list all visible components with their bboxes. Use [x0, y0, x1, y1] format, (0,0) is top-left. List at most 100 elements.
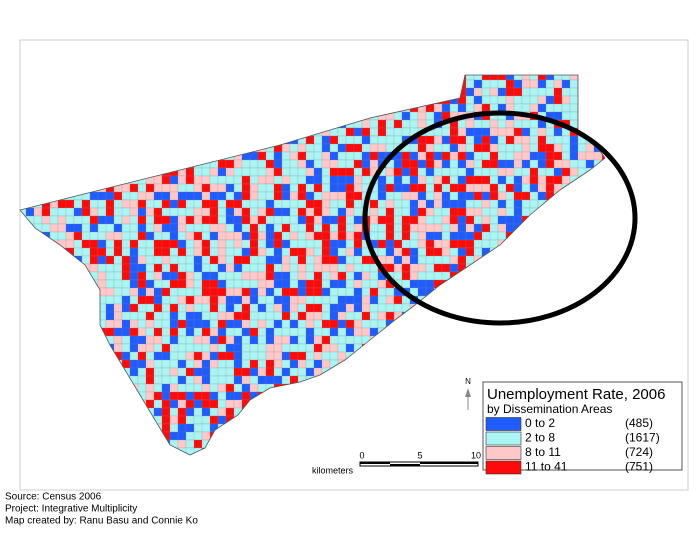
area-tile [249, 447, 259, 455]
area-tile [497, 343, 507, 353]
area-tile [473, 223, 483, 233]
area-tile [473, 167, 483, 177]
area-tile [433, 439, 443, 449]
area-tile [20, 175, 27, 185]
area-tile [281, 247, 291, 257]
area-tile [321, 247, 331, 257]
area-tile [145, 327, 155, 337]
area-tile [489, 367, 499, 377]
area-tile [473, 247, 483, 257]
area-tile [233, 127, 243, 137]
area-tile [289, 391, 307, 401]
area-tile [465, 127, 475, 137]
area-tile [193, 111, 211, 121]
area-tile [137, 343, 147, 353]
area-tile [585, 199, 603, 209]
area-tile [281, 199, 291, 209]
area-tile [265, 263, 275, 273]
area-tile [601, 239, 605, 249]
area-tile [385, 103, 403, 113]
area-tile [457, 271, 475, 281]
area-tile [193, 447, 203, 455]
area-tile [97, 215, 107, 225]
area-tile [353, 215, 363, 225]
area-tile [433, 295, 443, 305]
area-tile [529, 279, 539, 289]
area-tile [481, 311, 491, 321]
area-tile [537, 255, 547, 265]
area-tile [505, 215, 515, 225]
area-tile [49, 319, 59, 329]
area-tile [449, 143, 459, 153]
area-tile [481, 119, 491, 129]
area-tile [305, 95, 315, 105]
area-tile [201, 135, 211, 145]
area-tile [121, 319, 131, 329]
area-tile [401, 199, 411, 209]
area-tile [481, 335, 491, 345]
area-tile [105, 199, 115, 209]
area-tile [473, 327, 483, 337]
area-tile [105, 415, 115, 425]
north-label: N [465, 377, 471, 386]
area-tile [57, 167, 67, 177]
area-tile [49, 383, 67, 393]
area-tile [593, 175, 603, 185]
area-tile [409, 75, 419, 81]
area-tile [409, 351, 419, 361]
area-tile [169, 263, 179, 273]
area-tile [433, 391, 443, 401]
area-tile [113, 143, 131, 153]
area-tile [369, 159, 379, 169]
area-tile [209, 439, 219, 449]
area-tile [345, 135, 355, 145]
area-tile [129, 159, 139, 169]
area-tile [25, 151, 35, 161]
area-tile [233, 255, 243, 265]
area-tile [265, 239, 275, 249]
area-tile [449, 263, 459, 273]
area-tile [353, 407, 363, 417]
area-tile [41, 247, 51, 257]
area-tile [138, 456, 146, 464]
area-tile [313, 279, 323, 289]
area-tile [89, 399, 99, 409]
area-tile [297, 351, 307, 361]
area-tile [473, 87, 483, 97]
area-tile [121, 103, 131, 113]
area-tile [513, 151, 523, 161]
area-tile [505, 279, 515, 289]
area-tile [401, 431, 419, 441]
area-tile [113, 407, 123, 417]
area-tile [417, 135, 427, 145]
area-tile [25, 191, 35, 201]
area-tile [353, 271, 363, 281]
area-tile [593, 343, 603, 353]
area-tile [73, 143, 91, 153]
area-tile [537, 295, 547, 305]
area-tile [73, 383, 83, 393]
area-tile [377, 415, 387, 425]
area-tile [193, 87, 203, 97]
area-tile [425, 343, 435, 353]
area-tile [49, 103, 59, 113]
area-tile [425, 295, 443, 305]
area-tile [305, 223, 315, 233]
area-tile [241, 359, 251, 369]
area-tile [593, 255, 605, 265]
area-tile [425, 319, 435, 329]
area-tile [121, 447, 131, 455]
area-tile [209, 335, 219, 345]
scale-seg [360, 462, 390, 464]
area-tile [193, 311, 203, 321]
area-tile [545, 175, 555, 185]
area-tile [545, 103, 555, 113]
area-tile [537, 303, 555, 313]
area-tile [249, 263, 259, 273]
area-tile [521, 231, 539, 241]
area-tile [537, 199, 547, 209]
area-tile [481, 199, 491, 209]
area-tile [257, 231, 267, 241]
area-tile [593, 311, 603, 321]
area-tile [249, 335, 259, 345]
